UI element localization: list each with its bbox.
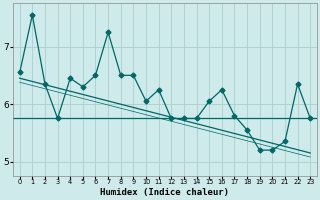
- X-axis label: Humidex (Indice chaleur): Humidex (Indice chaleur): [100, 188, 229, 197]
